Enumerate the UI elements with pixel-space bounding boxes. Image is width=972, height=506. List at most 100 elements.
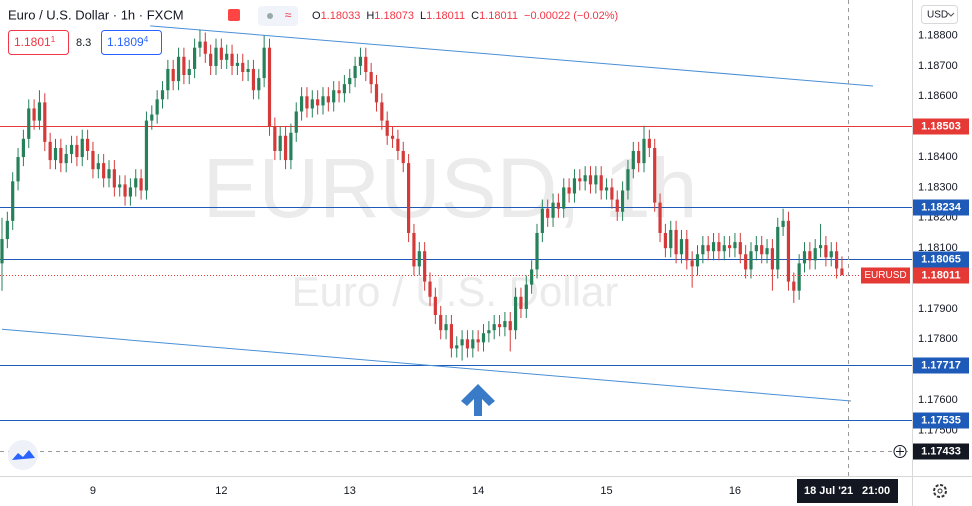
candle-body xyxy=(626,169,630,191)
sell-price: 1.1801 xyxy=(14,35,51,49)
candle-body xyxy=(439,315,443,331)
candle-body xyxy=(588,175,593,185)
candle-body xyxy=(455,345,459,349)
candle-body xyxy=(86,138,90,151)
candle-body xyxy=(235,62,239,66)
price-label-box xyxy=(913,357,969,374)
candle-body xyxy=(567,187,571,194)
candle-body xyxy=(604,187,609,191)
candle-body xyxy=(572,178,577,194)
chevron xyxy=(947,12,955,17)
candle-body xyxy=(770,248,774,270)
candle-body xyxy=(0,239,4,264)
candle-body xyxy=(786,220,791,282)
currency: USD xyxy=(927,10,948,21)
candle-body xyxy=(535,232,539,270)
candle-body xyxy=(385,120,389,136)
y-tick-label: 1.18800 xyxy=(918,29,958,41)
candle-body xyxy=(428,281,432,297)
price-label-box xyxy=(913,267,969,284)
x-tick-label: 13 xyxy=(344,485,356,497)
candle-body xyxy=(647,138,651,148)
candle-body xyxy=(246,68,250,72)
x-tick-label: 12 xyxy=(215,485,227,497)
candle-body xyxy=(738,242,742,255)
candle-body xyxy=(449,324,453,349)
buy-price: 1.1809 xyxy=(107,35,144,49)
candle-body xyxy=(760,245,764,255)
candle-body xyxy=(75,144,79,158)
y-tick-label: 1.17900 xyxy=(918,303,958,315)
candle-body xyxy=(5,220,9,240)
candle-body xyxy=(818,245,823,249)
sell-button[interactable] xyxy=(8,30,69,55)
candle-body xyxy=(278,135,282,151)
candle-body xyxy=(514,296,518,331)
candle-body xyxy=(69,144,74,155)
candle-body xyxy=(155,99,159,115)
candle-body xyxy=(711,242,716,252)
candle-body xyxy=(27,108,31,139)
trend-line xyxy=(1,328,852,402)
indicator-buttons[interactable] xyxy=(258,6,298,26)
candle-body xyxy=(519,296,523,309)
currency-select[interactable] xyxy=(921,5,958,24)
buy-price: 1.18094 xyxy=(107,35,149,49)
candle-body xyxy=(380,102,384,121)
candle-body xyxy=(524,284,528,309)
candle-body xyxy=(348,78,352,85)
candle-body xyxy=(733,242,737,249)
candle-body xyxy=(781,220,785,227)
candle-body xyxy=(214,47,218,66)
candle-body xyxy=(412,232,416,267)
candle-body xyxy=(679,239,684,255)
candle-body xyxy=(706,245,710,252)
candle-body xyxy=(166,68,170,91)
candle-body xyxy=(754,245,758,252)
candle-body xyxy=(257,78,261,91)
ohlc-value: 1.18011 xyxy=(479,10,518,22)
candle-body xyxy=(176,56,181,82)
price-label: 1.18234 xyxy=(921,201,962,213)
candle-body xyxy=(289,132,293,161)
candle-body xyxy=(80,138,84,158)
candle-body xyxy=(695,254,700,267)
candle-body xyxy=(59,147,63,164)
candle-body xyxy=(107,169,111,179)
candle-body xyxy=(369,71,373,85)
buy-button[interactable] xyxy=(101,30,162,55)
last-price-tag: EURUSD xyxy=(864,270,906,281)
last-price-tag-box xyxy=(861,267,910,284)
candle-body xyxy=(433,296,437,316)
y-tick-label: 1.18300 xyxy=(918,181,958,193)
candle-body xyxy=(556,202,560,209)
candle-body xyxy=(476,339,480,343)
candle-body xyxy=(171,68,175,82)
candle-body xyxy=(230,53,234,66)
settings-icon[interactable] xyxy=(933,484,947,498)
eye-icon xyxy=(267,13,273,19)
candle-body xyxy=(326,96,330,103)
logo-icon xyxy=(12,450,35,460)
candle-body xyxy=(305,96,309,109)
y-tick-label: 1.18400 xyxy=(918,151,958,163)
y-tick-label: 1.18600 xyxy=(918,90,958,102)
candle-body xyxy=(444,324,448,331)
candle-body xyxy=(21,138,25,158)
candle-body xyxy=(615,199,619,212)
logo[interactable] xyxy=(8,440,38,470)
candle-body xyxy=(300,96,304,112)
candle-body xyxy=(417,251,421,267)
candle-body xyxy=(16,157,20,182)
settings-icon-core xyxy=(937,488,943,494)
candle-body xyxy=(407,163,411,233)
candle-body xyxy=(123,184,127,197)
candle-body xyxy=(583,175,587,182)
candle-body xyxy=(150,114,154,121)
y-tick-label: 1.18700 xyxy=(918,60,958,72)
candle-body xyxy=(653,147,657,203)
price-axis: 1.175001.176001.178001.179001.181001.182… xyxy=(913,29,969,436)
candle-body xyxy=(53,147,58,161)
candle-body xyxy=(203,41,207,54)
candle-body xyxy=(802,251,807,264)
